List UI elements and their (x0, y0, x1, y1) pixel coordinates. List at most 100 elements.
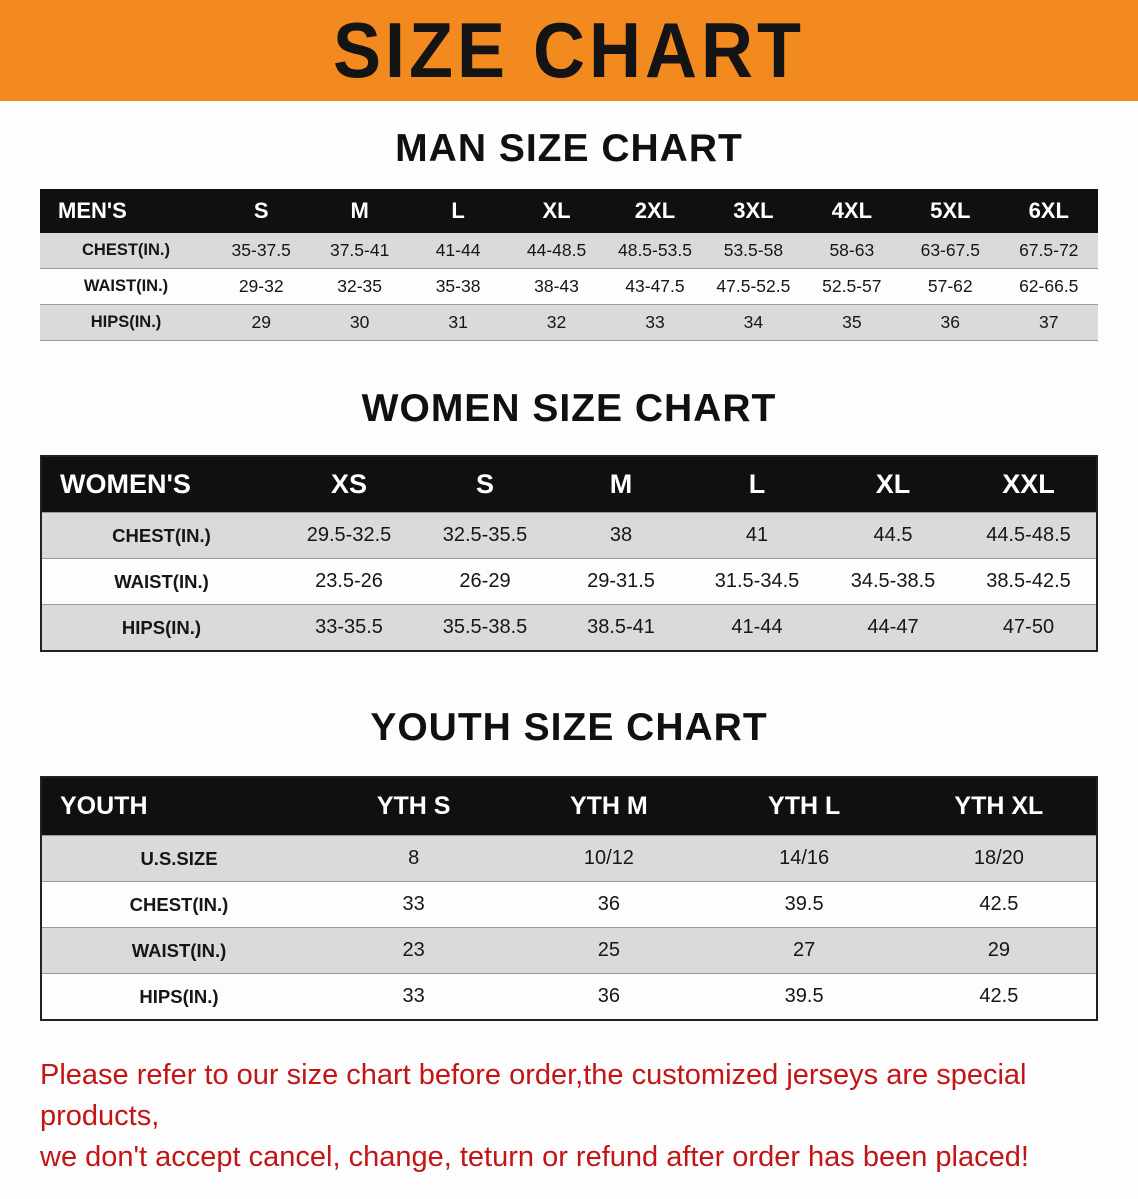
size-value-cell: 33 (645, 312, 665, 332)
row-label-cell: U.S.SIZE (140, 847, 218, 869)
women-size-table: WOMEN'S XS S M L XL XXL CHEST(IN.) 29.5-32.5 32.5… (40, 455, 1098, 652)
size-value-cell: 35-37.5 (231, 240, 291, 260)
size-value-cell: 29 (251, 312, 271, 332)
size-value-cell: 44.5 (873, 524, 913, 546)
size-value-cell: 8 (408, 847, 420, 869)
measurement-row: CHEST(IN.) 29.5-32.5 32.5-35.5 38 41 44.5 44.5… (41, 512, 1097, 559)
size-column-header: 6XL (999, 189, 1098, 233)
size-value-cell: 29-31.5 (587, 570, 655, 592)
banner: SIZE CHART (0, 0, 1138, 101)
measurement-row: HIPS(IN.) 33-35.5 35.5-38.5 38.5-41 41-44 44-… (41, 604, 1097, 651)
size-value-cell: 29 (987, 939, 1010, 961)
women-section-heading: WOMEN SIZE CHART (361, 387, 777, 430)
size-value-cell: 37.5-41 (329, 240, 390, 260)
size-value-cell: 36 (597, 985, 620, 1007)
size-value-cell: 36 (940, 312, 961, 332)
header-row: YOUTH YTH S YTH M YTH L YTH XL (41, 777, 1097, 836)
size-value-cell: 10/12 (583, 847, 634, 869)
size-value-cell: 33-35.5 (315, 616, 383, 638)
size-column-header: L (689, 456, 825, 513)
size-value-cell: 38.5-42.5 (986, 570, 1071, 592)
size-value-cell: 62-66.5 (1019, 276, 1079, 296)
size-column-header: YTH M (511, 777, 707, 836)
youth-section-heading: YOUTH SIZE CHART (370, 706, 768, 749)
size-value-cell: 41-44 (731, 616, 783, 638)
size-column-header: 4XL (802, 189, 902, 233)
measurement-row: CHEST(IN.) 33 36 39.5 42.5 (41, 881, 1097, 928)
size-value-cell: 35.5-38.5 (442, 616, 528, 638)
measurement-row: HIPS(IN.) 33 36 39.5 42.5 (41, 973, 1097, 1021)
women-size-section: WOMEN SIZE CHART WOMEN'S XS S M L XL XXL CHEST(… (0, 387, 1138, 652)
measurement-row: HIPS(IN.) 29 30 31 32 33 34 35 36 37 (40, 304, 1098, 341)
size-value-cell: 52.5-57 (822, 276, 882, 296)
size-value-cell: 30 (349, 312, 370, 332)
size-value-cell: 34.5-38.5 (850, 570, 936, 592)
size-column-header: YTH S (316, 777, 512, 836)
size-value-cell: 48.5-53.5 (617, 240, 692, 260)
row-label-cell: HIPS(IN.) (121, 616, 202, 638)
size-column-header: S (417, 456, 553, 513)
size-value-cell: 41 (745, 524, 769, 546)
size-value-cell: 47-50 (1002, 616, 1055, 638)
size-value-cell: 33 (402, 893, 425, 915)
size-value-cell: 31.5-34.5 (714, 570, 800, 592)
table-title-cell: MEN'S (40, 189, 212, 233)
size-value-cell: 29-32 (238, 276, 284, 296)
table-title-cell: YOUTH (41, 777, 316, 836)
size-value-cell: 38.5-41 (587, 616, 655, 638)
size-chart-content: MAN SIZE CHART MEN'S S M L XL 2XL 3XL 4XL 5XL 6XL… (0, 127, 1138, 1179)
size-value-cell: 44-47 (867, 616, 919, 638)
row-label-cell: WAIST(IN.) (131, 939, 227, 961)
size-value-cell: 34 (743, 312, 764, 332)
size-value-cell: 32 (546, 312, 567, 332)
size-value-cell: 39.5 (784, 893, 824, 915)
header-row: WOMEN'S XS S M L XL XXL (41, 456, 1097, 513)
size-value-cell: 57-62 (927, 276, 973, 296)
size-value-cell: 27 (793, 939, 816, 961)
row-label-cell: HIPS(IN.) (90, 313, 162, 331)
size-value-cell: 32.5-35.5 (442, 524, 528, 546)
size-value-cell: 67.5-72 (1019, 240, 1079, 260)
size-value-cell: 33 (402, 985, 425, 1007)
size-value-cell: 14/16 (779, 847, 830, 869)
men-size-table: MEN'S S M L XL 2XL 3XL 4XL 5XL 6XL CHEST(IN.) 35-37… (40, 189, 1098, 341)
men-section-heading: MAN SIZE CHART (395, 127, 743, 170)
size-column-header: S (212, 189, 311, 233)
row-label-cell: HIPS(IN.) (139, 985, 219, 1007)
size-column-header: XS (281, 456, 417, 513)
youth-size-table: YOUTH YTH S YTH M YTH L YTH XL U.S.SIZE 8 10/12… (40, 776, 1098, 1021)
measurement-row: WAIST(IN.) 29-32 32-35 35-38 38-43 43-47.5 47.… (40, 269, 1098, 305)
size-value-cell: 29.5-32.5 (306, 524, 392, 546)
size-value-cell: 35 (842, 312, 862, 332)
size-value-cell: 35-38 (435, 276, 481, 296)
footer-note: Please refer to our size chart before or… (40, 1055, 1098, 1179)
size-column-header: L (408, 189, 508, 233)
size-column-header: 3XL (704, 189, 803, 233)
size-column-header: 5XL (901, 189, 1000, 233)
size-value-cell: 42.5 (979, 985, 1019, 1007)
size-value-cell: 41-44 (435, 240, 481, 260)
footer-note-line-1: Please refer to our size chart before or… (40, 1059, 1027, 1133)
size-column-header: XL (825, 456, 961, 513)
size-value-cell: 53.5-58 (723, 240, 784, 260)
measurement-row: WAIST(IN.) 23.5-26 26-29 29-31.5 31.5-34.5 34… (41, 558, 1097, 605)
size-value-cell: 26-29 (459, 570, 511, 592)
size-value-cell: 23.5-26 (315, 570, 383, 592)
size-value-cell: 47.5-52.5 (716, 276, 791, 296)
size-value-cell: 42.5 (979, 893, 1019, 915)
row-label-cell: WAIST(IN.) (83, 277, 169, 295)
measurement-row: CHEST(IN.) 35-37.5 37.5-41 41-44 44-48.5 48.5… (40, 233, 1098, 269)
size-value-cell: 63-67.5 (920, 240, 980, 260)
size-value-cell: 18/20 (973, 847, 1024, 869)
measurement-row: U.S.SIZE 8 10/12 14/16 18/20 (41, 835, 1097, 882)
footer-note-line-2: we don't accept cancel, change, teturn o… (40, 1141, 1029, 1174)
size-value-cell: 36 (597, 893, 620, 915)
size-value-cell: 44-48.5 (526, 240, 587, 260)
size-value-cell: 44.5-48.5 (986, 524, 1071, 546)
size-column-header: XL (507, 189, 606, 233)
size-value-cell: 32-35 (337, 276, 383, 296)
size-column-header: YTH XL (901, 777, 1097, 836)
size-column-header: 2XL (605, 189, 705, 233)
size-value-cell: 25 (597, 939, 620, 961)
row-label-cell: CHEST(IN.) (129, 893, 229, 915)
